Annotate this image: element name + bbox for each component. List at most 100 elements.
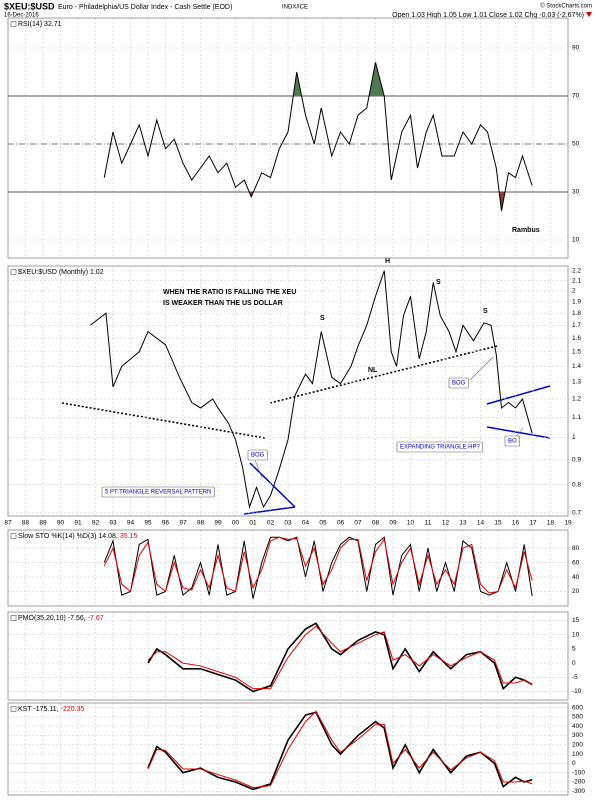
y-tick-label: 10 [572, 237, 580, 244]
x-tick-label: 89 [39, 520, 47, 527]
annotation: S [436, 279, 441, 286]
x-tick-label: 10 [407, 520, 415, 527]
series-line [103, 536, 533, 594]
series-line [103, 62, 533, 212]
x-tick-label: 98 [197, 520, 205, 527]
y-tick-label: -300 [572, 788, 585, 795]
y-tick-label: 300 [572, 732, 583, 739]
y-tick-label: 0.8 [572, 481, 581, 488]
y-tick-label: 0.9 [572, 457, 581, 464]
annotation: S [483, 308, 488, 315]
y-tick-label: 1.5 [572, 348, 581, 355]
series-line [89, 270, 533, 509]
annotation-box [101, 486, 215, 498]
y-tick-label: -10 [572, 688, 582, 695]
y-tick-label: 40 [572, 574, 580, 581]
x-tick-label: 91 [74, 520, 82, 527]
annotation: H [385, 258, 390, 265]
y-tick-label: -100 [572, 769, 585, 776]
x-tick-label: 01 [249, 520, 257, 527]
panel-frame [7, 529, 569, 607]
x-tick-label: 88 [22, 520, 30, 527]
label-swatch [10, 533, 17, 539]
y-tick-label: 30 [572, 189, 580, 196]
symbol: $XEU:$USD [4, 1, 55, 11]
y-tick-label: 100 [572, 751, 583, 758]
x-tick-label: 06 [337, 520, 345, 527]
panel-frame [7, 611, 569, 701]
x-tick-label: 07 [354, 520, 362, 527]
x-tick-label: 15 [494, 520, 502, 527]
panel-frame [7, 17, 569, 259]
change-arrow [586, 12, 592, 17]
callout-line [254, 459, 263, 479]
y-tick-label: 60 [572, 559, 580, 566]
panel-label: Slow STO %K(14) %D(3) 14.08, [18, 533, 118, 540]
y-tick-label: 1.4 [572, 363, 581, 370]
panel-frame [7, 702, 569, 796]
y-tick-label: 80 [572, 545, 580, 552]
exchange: INDX/ICE [282, 5, 308, 11]
annotation: BOG [452, 381, 466, 387]
y-tick-label: 50 [572, 141, 580, 148]
y-tick-label: 1.8 [572, 310, 581, 317]
series-line [147, 710, 533, 789]
annotation: BOG [251, 453, 265, 459]
y-tick-label: 1.6 [572, 335, 581, 342]
x-tick-label: 00 [232, 520, 240, 527]
annotation-box [504, 435, 520, 447]
panel-label: KST -175.11, [18, 706, 59, 713]
x-tick-label: 18 [547, 520, 555, 527]
panel-label: $XEU:$USD (Monthly) 1.02 [18, 269, 104, 276]
panel-label: PMO(35,20,10) -7.56, [18, 615, 86, 622]
triangle-line [486, 385, 551, 405]
x-tick-label: 92 [92, 520, 100, 527]
y-tick-label: 10 [572, 631, 580, 638]
description: Euro - Philadelphia/US Dollar Index - Ca… [58, 4, 232, 11]
label-swatch [10, 269, 17, 275]
label-swatch [10, 615, 17, 621]
annotation: IS WEAKER THAN THE US DOLLAR [163, 300, 283, 307]
x-tick-label: 16 [512, 520, 520, 527]
annotation: BO [508, 439, 517, 445]
neckline [269, 345, 498, 404]
x-tick-label: 05 [319, 520, 327, 527]
y-tick-label: 1.1 [572, 414, 581, 421]
triangle-line [486, 426, 551, 439]
date: 16-Dec-2016 [4, 13, 39, 19]
y-tick-label: 20 [572, 588, 580, 595]
x-tick-label: 96 [162, 520, 170, 527]
annotation: S [320, 315, 325, 322]
x-tick-label: 03 [284, 520, 292, 527]
x-tick-label: 93 [109, 520, 117, 527]
y-tick-label: 5 [572, 646, 576, 653]
series-line [147, 622, 533, 693]
x-tick-label: 90 [57, 520, 65, 527]
y-tick-label: 2 [572, 288, 576, 295]
annotation-box [396, 441, 484, 453]
y-tick-label: 0.7 [572, 510, 581, 517]
y-tick-label: 2.2 [572, 267, 581, 274]
x-tick-label: 99 [214, 520, 222, 527]
y-tick-label: 70 [572, 93, 580, 100]
y-tick-label: 1.9 [572, 298, 581, 305]
quote: Open 1.03 High 1.05 Low 1.01 Close 1.02 … [392, 12, 584, 19]
signal-label: 35.15 [120, 533, 138, 540]
y-tick-label: 500 [572, 714, 583, 721]
annotation: NL [368, 367, 378, 374]
x-tick-label: 19 [564, 520, 572, 527]
y-tick-label: 2.1 [572, 277, 581, 284]
x-tick-label: 97 [179, 520, 187, 527]
y-tick-label: -200 [572, 779, 585, 786]
annotation: 5 PT TRIANGLE REVERSAL PATTERN [105, 490, 211, 496]
callout-line [469, 356, 494, 381]
credit: © StockCharts.com [540, 3, 592, 10]
x-tick-label: 13 [459, 520, 467, 527]
panel-label: RSI(14) 32.71 [18, 21, 62, 28]
x-tick-label: 87 [4, 520, 12, 527]
annotation-box [448, 377, 469, 389]
y-tick-label: 1.7 [572, 322, 581, 329]
signal-label: -220.35 [61, 706, 85, 713]
